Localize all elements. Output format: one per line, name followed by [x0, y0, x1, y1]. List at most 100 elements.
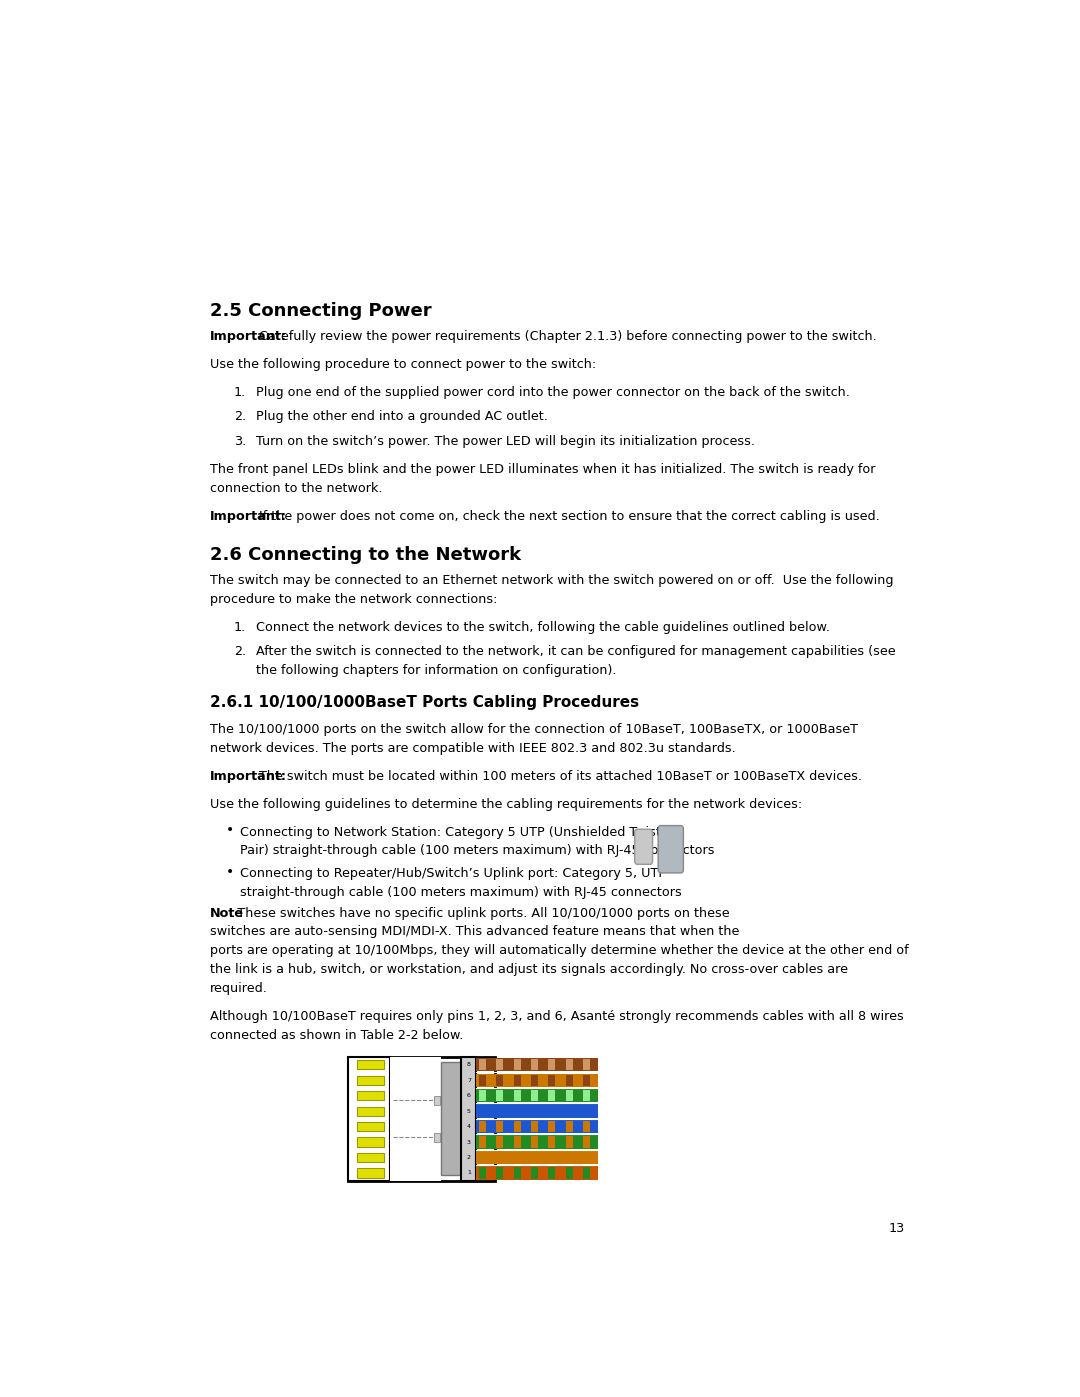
Text: Turn on the switch’s power. The power LED will begin its initialization process.: Turn on the switch’s power. The power LE… — [256, 434, 755, 448]
Text: straight-through cable (100 meters maximum) with RJ-45 connectors: straight-through cable (100 meters maxim… — [241, 886, 683, 898]
Text: After the switch is connected to the network, it can be configured for managemen: After the switch is connected to the net… — [256, 645, 896, 658]
FancyBboxPatch shape — [658, 826, 684, 873]
Text: 2.: 2. — [233, 645, 246, 658]
Bar — [356, 1153, 383, 1162]
Text: The front panel LEDs blink and the power LED illuminates when it has initialized: The front panel LEDs blink and the power… — [211, 462, 876, 476]
Bar — [549, 1059, 555, 1070]
Text: 8: 8 — [467, 1062, 471, 1067]
Bar — [356, 1137, 383, 1147]
Bar — [356, 1122, 383, 1132]
Bar — [480, 1120, 486, 1132]
Text: Important:: Important: — [211, 510, 287, 522]
Text: The switch may be connected to an Ethernet network with the switch powered on or: The switch may be connected to an Ethern… — [211, 574, 894, 587]
Bar — [583, 1168, 590, 1179]
Text: •: • — [226, 865, 233, 879]
Text: 3: 3 — [467, 1140, 471, 1144]
Bar — [497, 1059, 503, 1070]
Text: 2.6 Connecting to the Network: 2.6 Connecting to the Network — [211, 546, 522, 564]
Bar — [549, 1168, 555, 1179]
Bar — [566, 1168, 572, 1179]
Text: 1.: 1. — [233, 620, 246, 634]
Text: •: • — [226, 823, 233, 837]
Text: The 10/100/1000 ports on the switch allow for the connection of 10BaseT, 100Base: The 10/100/1000 ports on the switch allo… — [211, 722, 859, 736]
Text: ports are operating at 10/100Mbps, they will automatically determine whether the: ports are operating at 10/100Mbps, they … — [211, 944, 909, 957]
Bar — [476, 1105, 598, 1118]
Text: 7: 7 — [467, 1077, 471, 1083]
Bar — [476, 1090, 598, 1102]
Bar — [434, 1097, 440, 1105]
Text: Carefully review the power requirements (Chapter 2.1.3) before connecting power : Carefully review the power requirements … — [255, 330, 877, 344]
Text: 6: 6 — [467, 1094, 471, 1098]
Bar — [531, 1168, 538, 1179]
Bar — [476, 1073, 598, 1087]
Text: Important:: Important: — [211, 770, 287, 782]
Text: connection to the network.: connection to the network. — [211, 482, 382, 495]
Text: Pair) straight-through cable (100 meters maximum) with RJ-45 connectors: Pair) straight-through cable (100 meters… — [241, 844, 715, 858]
Bar — [476, 1166, 598, 1179]
Bar — [476, 1136, 598, 1148]
Text: procedure to make the network connections:: procedure to make the network connection… — [211, 592, 498, 606]
Text: connected as shown in Table 2-2 below.: connected as shown in Table 2-2 below. — [211, 1028, 463, 1042]
Bar — [356, 1076, 383, 1085]
Bar — [356, 1060, 383, 1069]
Bar — [549, 1090, 555, 1101]
Bar — [480, 1090, 486, 1101]
Bar — [531, 1074, 538, 1085]
Text: Note: Note — [211, 907, 244, 919]
Text: network devices. The ports are compatible with IEEE 802.3 and 802.3u standards.: network devices. The ports are compatibl… — [211, 742, 737, 754]
Text: Connect the network devices to the switch, following the cable guidelines outlin: Connect the network devices to the switc… — [256, 620, 831, 634]
Bar — [497, 1090, 503, 1101]
Bar — [531, 1120, 538, 1132]
Bar — [441, 1062, 461, 1175]
Bar — [583, 1120, 590, 1132]
Bar — [514, 1059, 521, 1070]
Text: Use the following procedure to connect power to the switch:: Use the following procedure to connect p… — [211, 358, 596, 372]
Bar — [549, 1137, 555, 1148]
Bar — [349, 1058, 390, 1180]
Bar — [549, 1074, 555, 1085]
Bar — [497, 1168, 503, 1179]
Bar — [583, 1059, 590, 1070]
Bar — [531, 1137, 538, 1148]
Bar — [356, 1168, 383, 1178]
Bar — [583, 1074, 590, 1085]
Bar — [480, 1059, 486, 1070]
Bar — [480, 1168, 486, 1179]
Bar — [566, 1090, 572, 1101]
Text: the following chapters for information on configuration).: the following chapters for information o… — [256, 664, 617, 678]
Bar — [583, 1090, 590, 1101]
Bar — [476, 1058, 598, 1071]
Text: 1: 1 — [467, 1171, 471, 1175]
Bar — [434, 1133, 440, 1141]
Text: Plug one end of the supplied power cord into the power connector on the back of : Plug one end of the supplied power cord … — [256, 386, 850, 400]
Bar — [549, 1120, 555, 1132]
Bar — [480, 1137, 486, 1148]
Text: Use the following guidelines to determine the cabling requirements for the netwo: Use the following guidelines to determin… — [211, 798, 802, 810]
Text: Plug the other end into a grounded AC outlet.: Plug the other end into a grounded AC ou… — [256, 411, 549, 423]
Bar — [514, 1120, 521, 1132]
Text: Important:: Important: — [211, 330, 287, 344]
Text: 2: 2 — [467, 1155, 471, 1160]
Bar — [390, 1058, 441, 1180]
Bar — [566, 1137, 572, 1148]
Bar — [476, 1151, 598, 1164]
Text: the link is a hub, switch, or workstation, and adjust its signals accordingly. N: the link is a hub, switch, or workstatio… — [211, 963, 848, 977]
FancyBboxPatch shape — [635, 830, 652, 865]
Bar — [349, 1058, 495, 1180]
Text: The switch must be located within 100 meters of its attached 10BaseT or 100BaseT: The switch must be located within 100 me… — [255, 770, 862, 782]
Bar — [476, 1120, 598, 1133]
Text: 2.: 2. — [233, 411, 246, 423]
Text: Connecting to Repeater/Hub/Switch’s Uplink port: Category 5, UTP: Connecting to Repeater/Hub/Switch’s Upli… — [241, 868, 666, 880]
Bar — [531, 1059, 538, 1070]
Bar — [480, 1074, 486, 1085]
Text: If the power does not come on, check the next section to ensure that the correct: If the power does not come on, check the… — [255, 510, 880, 522]
Bar — [497, 1137, 503, 1148]
Bar — [514, 1168, 521, 1179]
Bar — [566, 1120, 572, 1132]
Bar — [356, 1106, 383, 1116]
Text: 2.5 Connecting Power: 2.5 Connecting Power — [211, 302, 432, 320]
Text: 2.6.1 10/100/1000BaseT Ports Cabling Procedures: 2.6.1 10/100/1000BaseT Ports Cabling Pro… — [211, 694, 639, 710]
Text: required.: required. — [211, 982, 268, 995]
Text: Connecting to Network Station: Category 5 UTP (Unshielded Twisted-: Connecting to Network Station: Category … — [241, 826, 681, 838]
Bar — [497, 1120, 503, 1132]
